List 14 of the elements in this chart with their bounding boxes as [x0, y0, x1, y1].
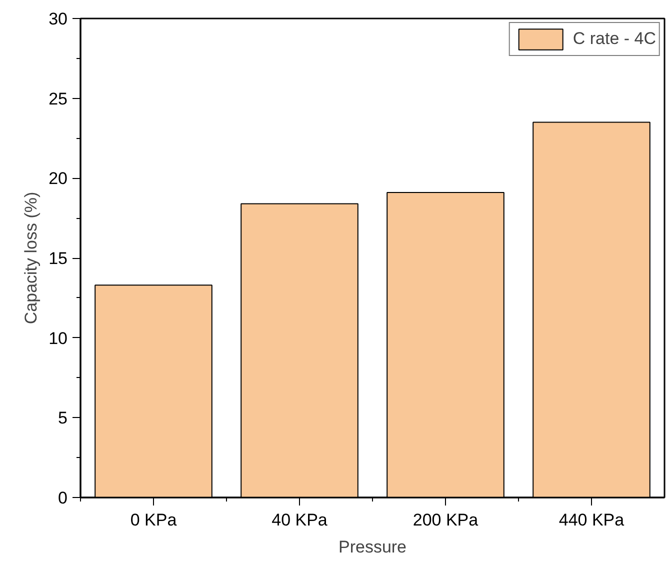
x-tick-label: 40 KPa: [272, 510, 328, 530]
y-tick-label: 15: [48, 249, 68, 268]
y-tick-label: 25: [48, 89, 68, 108]
y-tick-label: 20: [48, 169, 68, 188]
y-axis-title: Capacity loss (%): [22, 192, 41, 324]
y-tick-label: 0: [58, 488, 68, 508]
x-tick-label: 200 KPa: [412, 510, 479, 530]
y-tick-label: 10: [48, 328, 68, 348]
x-tick-label: 440 KPa: [558, 510, 625, 530]
y-tick-label: 30: [48, 10, 68, 28]
y-tick-label: 5: [58, 408, 68, 428]
x-tick-label: 0 KPa: [130, 510, 178, 530]
legend-label: C rate - 4C: [572, 29, 656, 49]
x-axis-title: Pressure: [338, 538, 407, 556]
